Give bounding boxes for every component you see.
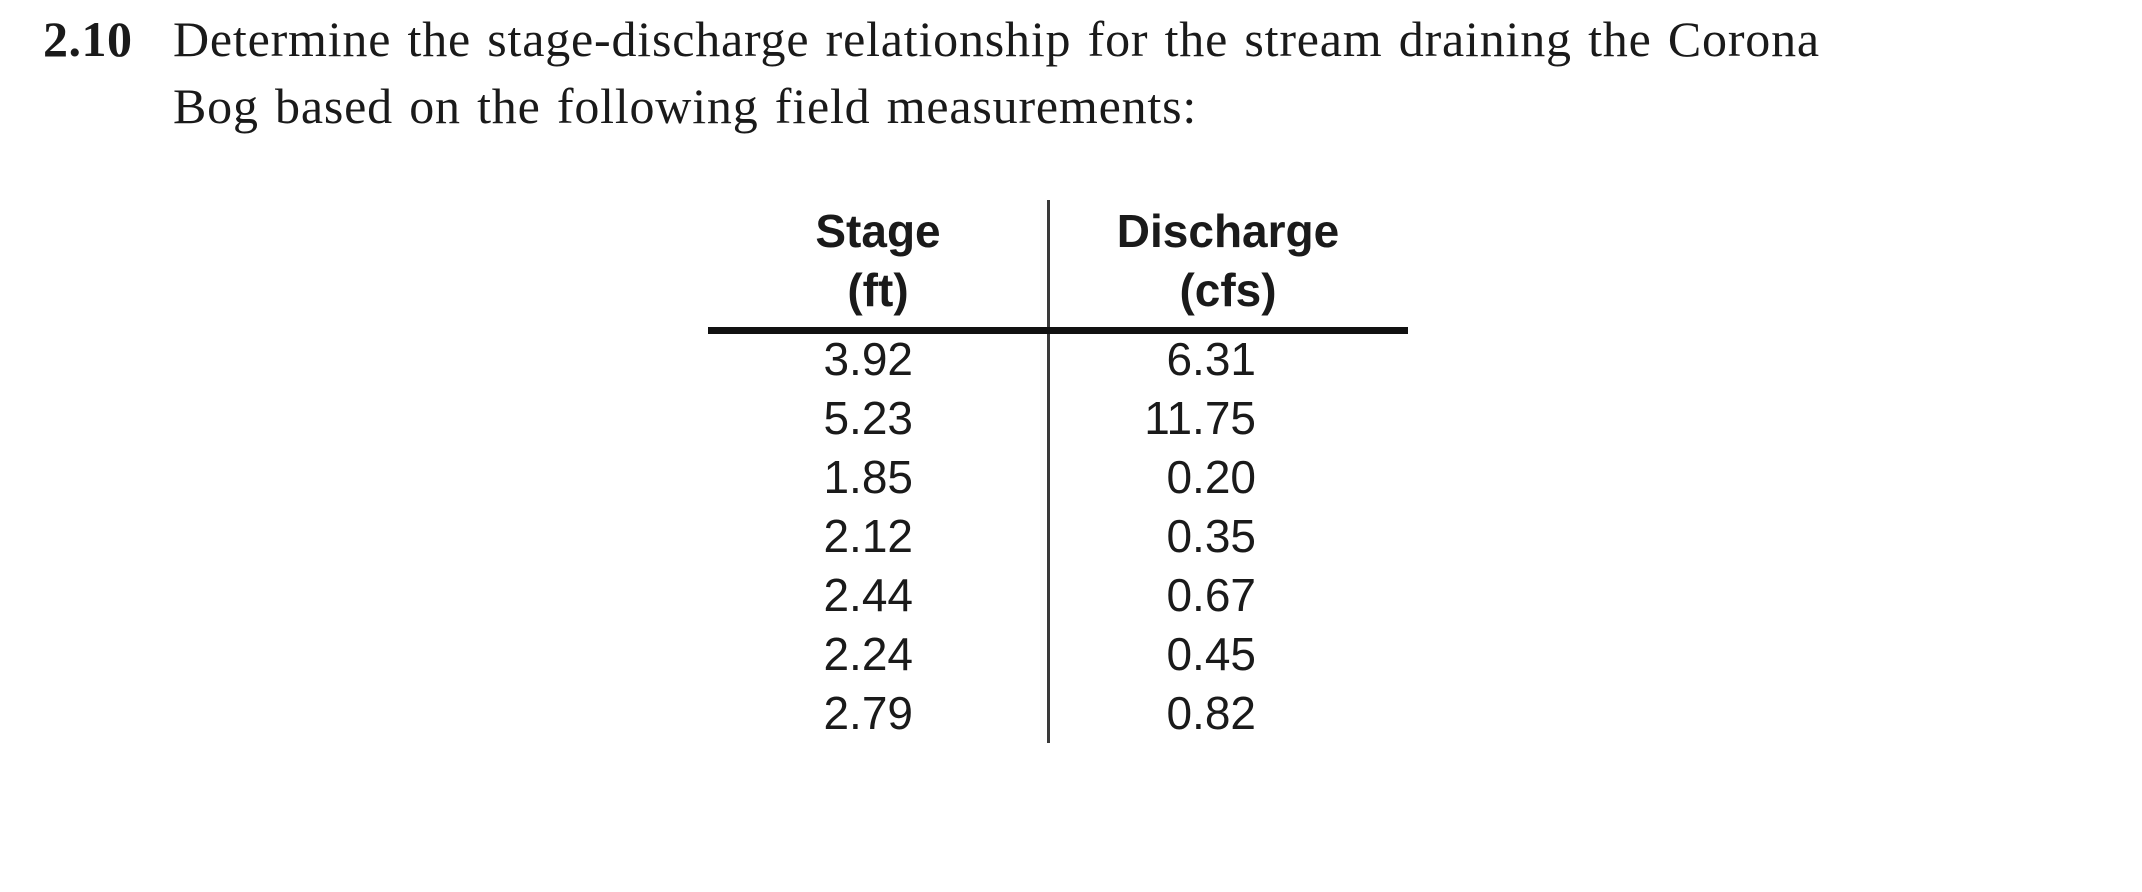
discharge-values: 6.31 11.75 0.20 0.35 0.67 0.45 0.82 [1048,330,1408,743]
table-column-divider [1047,200,1050,743]
problem-number: 2.10 [43,11,133,67]
discharge-value: 0.67 [1166,569,1256,621]
discharge-value: 0.82 [1166,687,1256,739]
discharge-value: 0.45 [1166,628,1256,680]
stage-value: 2.24 [823,628,913,680]
table-header-rule [708,327,1408,334]
discharge-value: 0.20 [1166,451,1256,503]
problem-statement-line-1: Determine the stage-discharge relationsh… [173,11,1820,67]
stage-value: 3.92 [823,333,913,385]
stage-column-unit: (ft) [847,264,909,316]
stage-value: 2.44 [823,569,913,621]
discharge-value: 0.35 [1166,510,1256,562]
table-grid: Stage (ft) 3.92 5.23 1.85 2.12 2.44 2.24… [708,202,1408,743]
discharge-column: Discharge (cfs) 6.31 11.75 0.20 0.35 0.6… [1048,202,1408,743]
discharge-column-unit: (cfs) [1179,264,1277,316]
stage-value: 2.12 [823,510,913,562]
stage-value: 1.85 [823,451,913,503]
discharge-value: 6.31 [1166,333,1256,385]
stage-column-header: Stage [815,205,941,257]
stage-value: 2.79 [823,687,913,739]
discharge-value: 11.75 [1144,392,1256,444]
stage-column: Stage (ft) 3.92 5.23 1.85 2.12 2.44 2.24… [708,202,1048,743]
stage-discharge-table: Stage (ft) 3.92 5.23 1.85 2.12 2.44 2.24… [708,200,1408,743]
problem-statement: Determine the stage-discharge relationsh… [173,6,1820,140]
stage-value: 5.23 [823,392,913,444]
stage-values: 3.92 5.23 1.85 2.12 2.44 2.24 2.79 [708,330,1048,743]
problem-statement-line-2: Bog based on the following field measure… [173,78,1198,134]
discharge-column-header: Discharge [1116,205,1340,257]
